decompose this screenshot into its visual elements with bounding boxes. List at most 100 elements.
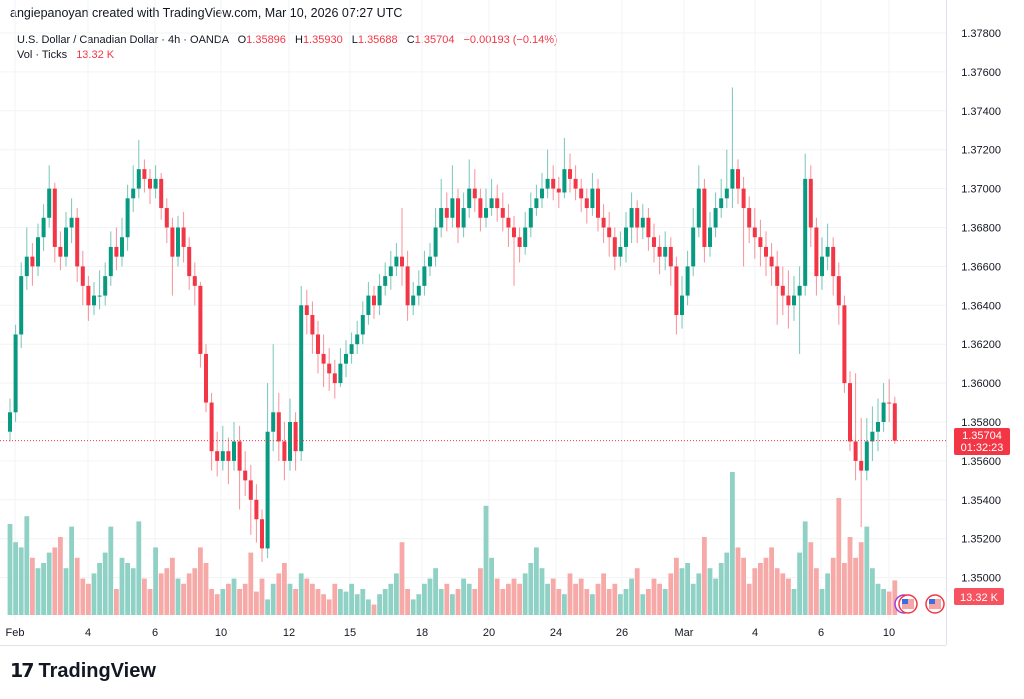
volume-bar — [802, 521, 808, 615]
candle-body — [13, 334, 18, 413]
volume-bar — [58, 537, 63, 615]
candle-body — [198, 285, 203, 354]
volume-bar — [35, 568, 41, 615]
volume-bar — [276, 573, 282, 615]
candle-body — [47, 188, 52, 218]
y-tick-label: 1.37200 — [961, 145, 1001, 157]
volume-bar — [343, 591, 349, 615]
volume-bar — [405, 589, 410, 615]
candle-body — [243, 470, 248, 481]
y-tick-label: 1.35400 — [961, 495, 1001, 507]
volume-bar — [399, 542, 405, 615]
x-tick-label: 18 — [416, 627, 428, 639]
volume-bar — [752, 568, 758, 615]
candle-body — [780, 285, 785, 296]
volume-bar — [562, 594, 567, 615]
volume-bar — [91, 573, 97, 615]
volume-bar — [489, 557, 494, 615]
candle-body — [153, 178, 158, 189]
volume-bar — [315, 589, 321, 615]
candle-body — [864, 441, 869, 471]
candle-body — [439, 208, 444, 228]
volume-bar — [769, 547, 774, 615]
candle-body — [719, 198, 724, 209]
candle-body — [775, 266, 780, 286]
candle-body — [400, 256, 404, 267]
candle-body — [24, 256, 29, 277]
volume-bar — [853, 557, 858, 615]
volume-bar — [444, 583, 450, 615]
open-label: O — [237, 34, 247, 46]
volume-bar — [847, 537, 853, 615]
candle-body — [876, 422, 880, 432]
candle-body — [142, 169, 147, 179]
volume-bar — [455, 589, 461, 615]
candle-body — [237, 441, 242, 471]
volume-bar — [612, 583, 618, 615]
volume-bar — [332, 583, 338, 615]
volume-bar — [741, 557, 746, 615]
y-tick-label: 1.37000 — [961, 184, 1001, 196]
volume-bar — [52, 547, 58, 615]
volume-bar — [522, 573, 528, 615]
volume-bar — [685, 563, 690, 615]
volume-bar — [763, 557, 769, 615]
candle-body — [629, 208, 634, 228]
candle-body — [170, 227, 175, 257]
candle-body — [769, 256, 774, 267]
volume-bar — [870, 568, 875, 615]
low-value: 1.35688 — [357, 34, 398, 46]
candle-body — [30, 256, 35, 267]
candle-body — [316, 334, 320, 354]
volume-bar — [718, 563, 724, 615]
volume-bar — [690, 583, 696, 615]
candle-body — [58, 246, 63, 257]
tradingview-logo[interactable]: 𝟭𝟳 TradingView — [10, 660, 156, 683]
candle-body — [579, 188, 584, 199]
volume-bar — [175, 578, 181, 615]
candle-body — [478, 198, 483, 218]
y-tick-label: 1.35000 — [961, 573, 1001, 585]
candle-body — [64, 227, 68, 257]
volume-bar — [287, 583, 293, 615]
close-value: 1.35704 — [414, 34, 455, 46]
candle-body — [691, 227, 696, 267]
candle-body — [842, 305, 847, 384]
y-tick-label: 1.35800 — [961, 417, 1001, 429]
candle-body — [41, 217, 46, 238]
volume-indicator-name[interactable]: Vol · Ticks — [17, 49, 68, 61]
x-tick-label: 26 — [616, 627, 628, 639]
candle-body — [125, 198, 130, 238]
volume-bar — [377, 594, 382, 615]
volume-bar — [814, 568, 819, 615]
last-price-label — [954, 428, 1010, 455]
y-tick-label: 1.36200 — [961, 339, 1001, 351]
candle-body — [467, 188, 472, 209]
volume-bar — [388, 583, 394, 615]
candle-body — [584, 198, 589, 209]
candle-body — [461, 208, 466, 228]
volume-bar — [24, 516, 30, 615]
volume-bar — [500, 589, 506, 615]
volume-bar — [881, 589, 886, 615]
candle-body — [405, 266, 410, 306]
symbol-name[interactable]: U.S. Dollar / Canadian Dollar · 4h · OAN… — [17, 34, 229, 46]
candle-body — [108, 246, 113, 277]
volume-bar — [170, 557, 175, 615]
candle-body — [831, 246, 836, 277]
candle-body — [260, 519, 264, 549]
candle-body — [422, 266, 427, 286]
high-label: H — [294, 34, 303, 46]
candle-body — [652, 237, 656, 247]
candle-body — [187, 246, 192, 277]
candle-body — [265, 431, 270, 549]
candle-body — [702, 188, 707, 247]
bar-countdown: 01:32:23 — [961, 442, 1004, 454]
volume-bar — [808, 542, 814, 615]
volume-bar — [186, 573, 192, 615]
candle-body — [568, 169, 572, 179]
volume-bar — [69, 526, 74, 615]
candle-body — [624, 227, 628, 247]
candle-body — [80, 266, 85, 286]
